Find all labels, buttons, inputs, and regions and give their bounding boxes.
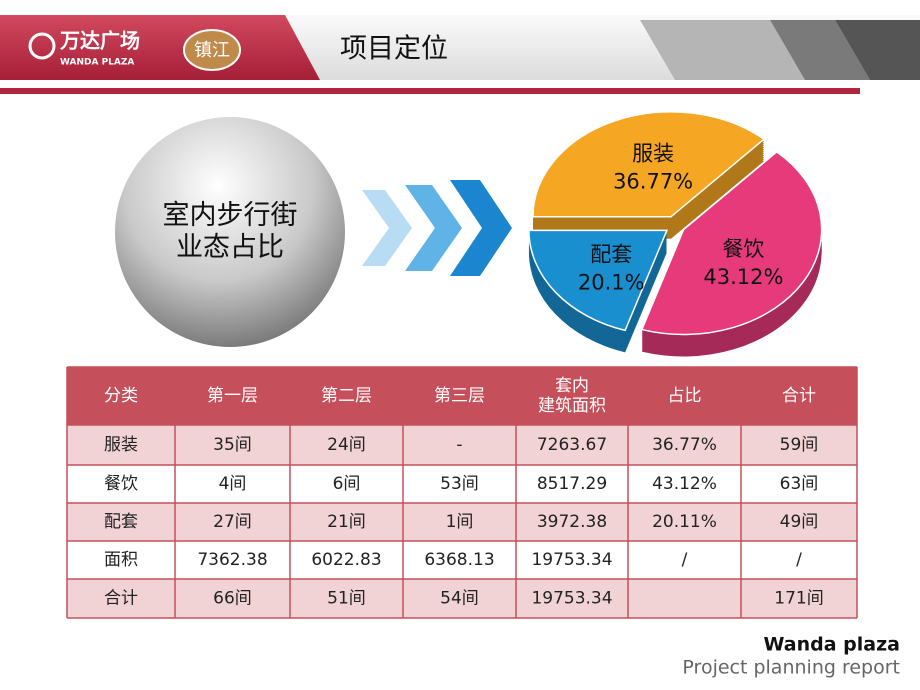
table-cell: 35间	[213, 435, 252, 455]
slice-value: 20.1%	[578, 270, 645, 294]
table-cell: 63间	[780, 474, 819, 494]
slice-label: 配套	[590, 242, 632, 266]
arrow	[405, 185, 462, 271]
slice	[532, 111, 766, 218]
table-cell: 21间	[327, 512, 366, 532]
table-row	[67, 579, 857, 618]
table-cell: 24间	[327, 435, 366, 455]
arrow	[450, 180, 512, 276]
table-cell: 服装	[104, 435, 138, 455]
slice-label: 餐饮	[722, 237, 764, 261]
table-cell: 8517.29	[537, 474, 607, 494]
table-cell: 49间	[780, 512, 819, 532]
slice-label: 服装	[632, 142, 674, 166]
slice-value: 43.12%	[703, 265, 783, 289]
table-cell: 配套	[104, 512, 138, 532]
table-cell: 餐饮	[104, 474, 138, 494]
table-cell: 7362.38	[197, 550, 267, 570]
table-cell: 6022.83	[311, 550, 381, 570]
city-badge	[183, 29, 241, 71]
logo-icon	[28, 32, 56, 60]
table-cell: -	[456, 435, 462, 455]
table-cell: 20.11%	[652, 512, 717, 532]
table-row	[67, 541, 857, 579]
table-cell: 6368.13	[424, 550, 494, 570]
table-row	[67, 503, 857, 541]
table-cell: 19753.34	[531, 589, 612, 609]
table-cell: 59间	[780, 435, 819, 455]
table-cell: 7263.67	[537, 435, 607, 455]
table-cell: 3972.38	[537, 512, 607, 532]
logo-cn: 万达广场	[59, 29, 140, 53]
table-cell: 66间	[213, 589, 252, 609]
slice-value: 36.77%	[613, 170, 693, 194]
table-cell: /	[682, 550, 688, 570]
table-cell: 171间	[774, 589, 823, 609]
table-row	[67, 465, 857, 503]
table-cell: 6间	[333, 474, 361, 494]
pie-chart: 服装 36.77% 餐饮 43.12% 配套 20.1%	[528, 111, 823, 357]
slice	[640, 151, 823, 336]
column-header: 第三层	[434, 386, 485, 406]
table-cell: 51间	[327, 589, 366, 609]
circle	[115, 117, 345, 347]
table-cell: 27间	[213, 512, 252, 532]
city: 镇江	[194, 40, 230, 61]
footer-brand: Wanda plaza	[764, 634, 900, 656]
table-cell: 54间	[440, 589, 479, 609]
header-line	[0, 88, 860, 94]
header-red	[0, 15, 320, 80]
column-header: 分类	[104, 386, 138, 406]
table-cell: 合计	[104, 589, 138, 609]
page-title: 项目定位	[340, 34, 448, 65]
stripe	[770, 20, 870, 80]
circle-text: 室内步行街业态占比	[163, 199, 298, 262]
table-cell: 53间	[440, 474, 479, 494]
arrow	[362, 190, 412, 266]
column-header: 第一层	[207, 386, 258, 406]
logo-en: WANDA PLAZA	[60, 58, 134, 68]
stripe	[640, 20, 805, 80]
table-cell: /	[796, 550, 802, 570]
table-cell: 1间	[446, 512, 474, 532]
stripe	[835, 20, 920, 80]
table-cell: 面积	[104, 550, 138, 570]
column-header: 占比	[668, 386, 702, 406]
table-cell: 4间	[219, 474, 247, 494]
column-header: 第二层	[321, 386, 372, 406]
footer-subtitle: Project planning report	[682, 657, 900, 679]
header-row	[67, 367, 857, 425]
column-header: 合计	[782, 386, 816, 406]
table-cell: 43.12%	[652, 474, 717, 494]
table-cell: 19753.34	[531, 550, 612, 570]
column-header: 套内建筑面积	[538, 376, 606, 416]
slice	[528, 229, 669, 332]
table-row	[67, 425, 857, 465]
table-cell: 36.77%	[652, 435, 717, 455]
